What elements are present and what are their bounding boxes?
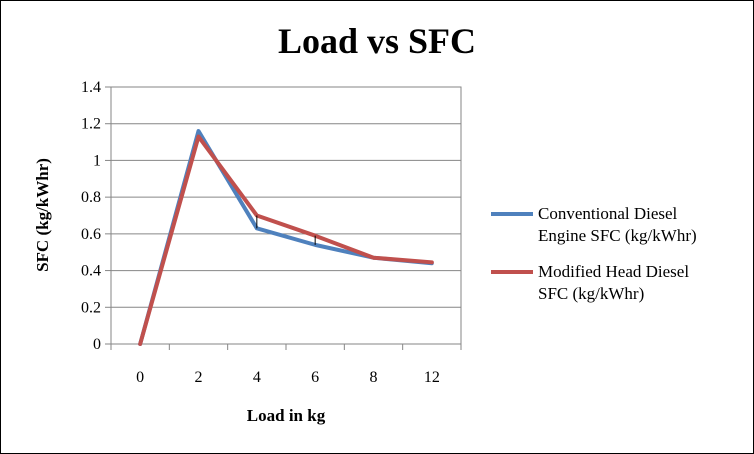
x-tick-labels: 0 2 4 6 8 12 [136, 369, 440, 386]
x-tick-label: 4 [253, 369, 261, 386]
legend-label: Conventional Diesel [538, 204, 678, 223]
legend-label: Modified Head Diesel [538, 262, 689, 281]
y-tick-label: 1 [93, 152, 101, 169]
y-tick-labels: 0 0.2 0.4 0.6 0.8 1 1.2 1.4 [81, 79, 101, 353]
y-tick-label: 1.2 [81, 116, 101, 133]
x-tick-label: 2 [195, 369, 203, 386]
x-tick-label: 0 [136, 369, 144, 386]
grid-lines [105, 86, 462, 350]
chart-title: Load vs SFC [278, 21, 476, 61]
y-tick-label: 0.6 [81, 226, 101, 243]
plot-area-border [110, 86, 462, 345]
series-line-2 [138, 134, 434, 346]
y-tick-label: 0.4 [81, 263, 101, 280]
y-tick-label: 0 [93, 336, 101, 353]
y-axis-title: SFC (kg/kWhr) [33, 158, 52, 272]
x-tick-label: 12 [424, 369, 440, 386]
y-tick-label: 0.8 [81, 189, 101, 206]
y-tick-label: 0.2 [81, 299, 101, 316]
legend-label: Engine SFC (kg/kWhr) [538, 226, 697, 245]
legend: Conventional Diesel Engine SFC (kg/kWhr) M… [491, 204, 697, 303]
series-lines [138, 129, 434, 346]
x-axis-title: Load in kg [247, 406, 326, 425]
y-tick-label: 1.4 [81, 79, 101, 96]
x-tick-label: 6 [311, 369, 319, 386]
x-tick-label: 8 [370, 369, 378, 386]
legend-label: SFC (kg/kWhr) [538, 284, 644, 303]
series-line-1 [138, 129, 434, 346]
